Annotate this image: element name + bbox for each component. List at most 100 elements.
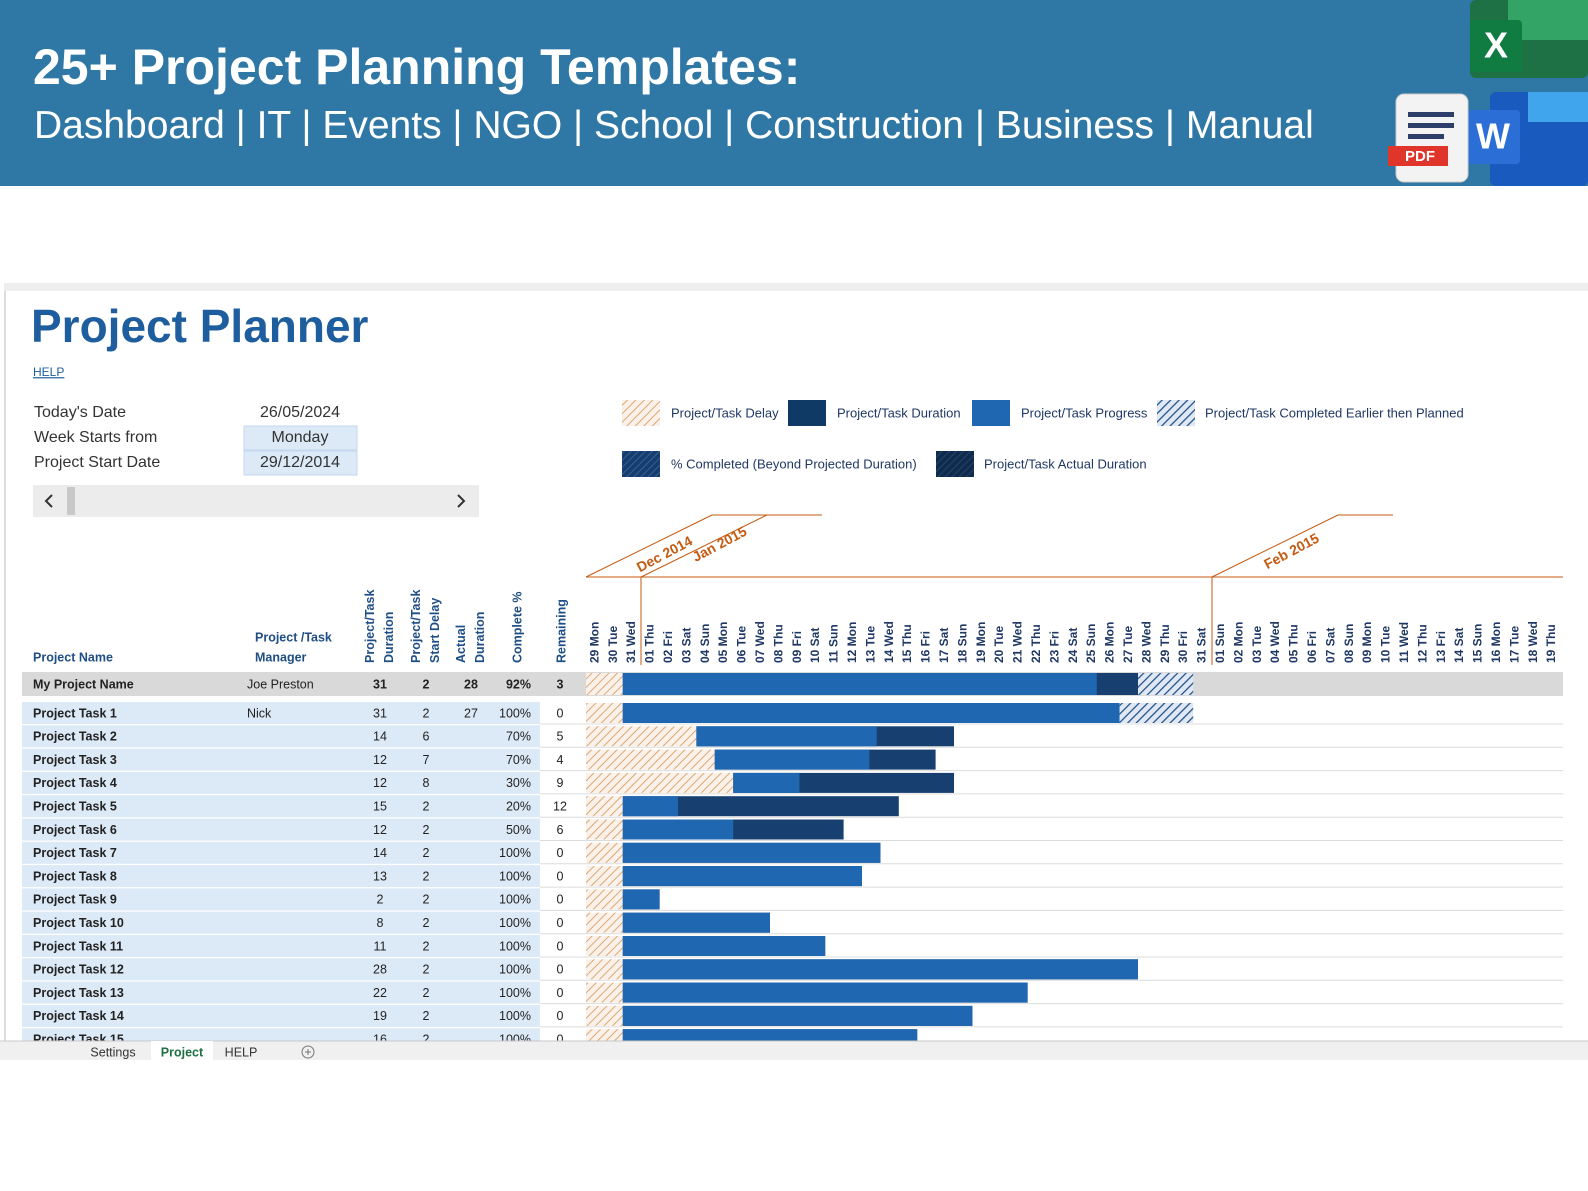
task-name: Project Task 11 xyxy=(33,939,123,953)
row-bg xyxy=(22,865,540,888)
remaining-cell xyxy=(540,841,586,864)
scroll-left[interactable] xyxy=(44,494,53,508)
progress-bar xyxy=(622,959,1138,980)
task-duration: 12 xyxy=(373,776,387,790)
remaining-cell xyxy=(540,981,586,1004)
row-bg xyxy=(22,672,1563,696)
task-delay: 8 xyxy=(423,776,430,790)
duration-bar xyxy=(622,936,826,956)
task-duration: 31 xyxy=(373,706,387,720)
task-delay: 2 xyxy=(423,893,430,907)
delay-bar xyxy=(586,889,623,910)
add-sheet[interactable] xyxy=(301,1045,315,1059)
task-name: Project Task 15 xyxy=(33,1032,124,1046)
task-duration: 19 xyxy=(373,1009,387,1023)
remaining-cell xyxy=(540,865,586,888)
task-name: Project Task 13 xyxy=(33,986,124,1000)
task-complete: 100% xyxy=(499,963,531,977)
task-delay: 2 xyxy=(423,799,430,813)
scroll-thumb[interactable] xyxy=(67,487,75,515)
scroll-bar[interactable] xyxy=(33,485,479,517)
progress-bar xyxy=(622,912,770,933)
banner-title: 25+ Project Planning Templates: xyxy=(33,39,801,95)
task-duration: 16 xyxy=(373,1032,387,1046)
task-remaining: 0 xyxy=(557,939,564,953)
info-value: 26/05/2024 xyxy=(260,404,340,421)
column-header: Project /Task xyxy=(255,630,332,644)
progress-bar xyxy=(622,936,826,956)
task-complete: 100% xyxy=(499,869,531,883)
sheet-tab[interactable]: HELP xyxy=(225,1045,258,1059)
pdf-line xyxy=(1408,134,1444,139)
row-bg xyxy=(22,911,540,934)
day-label: 26 Mon xyxy=(1103,622,1117,663)
task-remaining: 5 xyxy=(557,730,564,744)
day-label: 31 Wed xyxy=(624,621,638,663)
delay-bar xyxy=(586,959,623,980)
task-duration: 31 xyxy=(373,677,387,691)
task-delay: 2 xyxy=(423,1032,430,1046)
day-label: 17 Tue xyxy=(1507,626,1521,663)
task-delay: 2 xyxy=(423,986,430,1000)
scroll-right[interactable] xyxy=(457,494,466,508)
legend-label: Project/Task Actual Duration xyxy=(984,456,1147,471)
day-label: 09 Fri xyxy=(790,631,804,663)
delay-bar xyxy=(586,912,623,933)
duration-bar xyxy=(622,959,1138,980)
task-delay: 2 xyxy=(423,939,430,953)
row-bg xyxy=(22,981,540,1004)
day-label: 18 Wed xyxy=(1526,621,1540,663)
task-delay: 2 xyxy=(423,846,430,860)
row-bg xyxy=(22,958,540,981)
active-tab[interactable] xyxy=(151,1041,213,1060)
task-remaining: 0 xyxy=(557,869,564,883)
task-remaining: 0 xyxy=(557,846,564,860)
task-manager: Nick xyxy=(247,706,272,720)
task-name: Project Task 5 xyxy=(33,799,117,813)
task-name: Project Task 6 xyxy=(33,823,117,837)
day-label: 10 Sat xyxy=(808,628,822,663)
input-cell xyxy=(243,450,358,476)
duration-bar xyxy=(622,889,660,910)
day-label: 14 Sat xyxy=(1452,628,1466,663)
column-header: Start Delay xyxy=(428,598,442,663)
task-duration: 11 xyxy=(374,939,387,953)
pdf-line xyxy=(1408,112,1454,117)
progress-bar xyxy=(696,726,877,747)
sheet-tab[interactable]: Settings xyxy=(90,1045,135,1059)
duration-bar xyxy=(622,912,770,933)
task-complete: 100% xyxy=(499,846,531,860)
legend-label: Project/Task Delay xyxy=(671,405,779,420)
column-header-strip xyxy=(4,283,1588,291)
task-delay: 6 xyxy=(423,730,430,744)
help-link[interactable]: HELP xyxy=(33,365,64,379)
day-label: 16 Mon xyxy=(1489,622,1503,663)
early-bar xyxy=(1138,673,1194,695)
task-name: Project Task 9 xyxy=(33,893,117,907)
duration-bar xyxy=(622,982,1028,1003)
day-label: 02 Fri xyxy=(661,631,675,663)
task-actual: 28 xyxy=(464,677,478,691)
day-label: 01 Sun xyxy=(1213,624,1227,663)
add-sheet-plus[interactable] xyxy=(305,1049,311,1055)
day-label: 04 Wed xyxy=(1268,621,1282,663)
legend-swatch xyxy=(936,451,974,477)
column-header: Duration xyxy=(382,612,396,663)
task-duration: 13 xyxy=(373,869,387,883)
legend-swatch xyxy=(1157,400,1195,426)
day-label: 25 Sun xyxy=(1084,624,1098,663)
column-header: Project Name xyxy=(33,650,113,664)
month-tag xyxy=(640,514,768,578)
task-delay: 2 xyxy=(423,706,430,720)
pdf-label-bg xyxy=(1388,146,1448,166)
task-name: Project Task 1 xyxy=(33,706,117,720)
day-label: 14 Wed xyxy=(882,621,896,663)
remaining-cell xyxy=(540,771,586,794)
task-complete: 92% xyxy=(506,677,531,691)
day-label: 11 Sun xyxy=(827,624,841,663)
delay-bar xyxy=(586,1029,623,1050)
sheet-tab[interactable]: Project xyxy=(161,1045,204,1059)
delay-bar xyxy=(586,819,623,840)
day-label: 04 Sun xyxy=(698,624,712,663)
remaining-cell xyxy=(540,725,586,748)
